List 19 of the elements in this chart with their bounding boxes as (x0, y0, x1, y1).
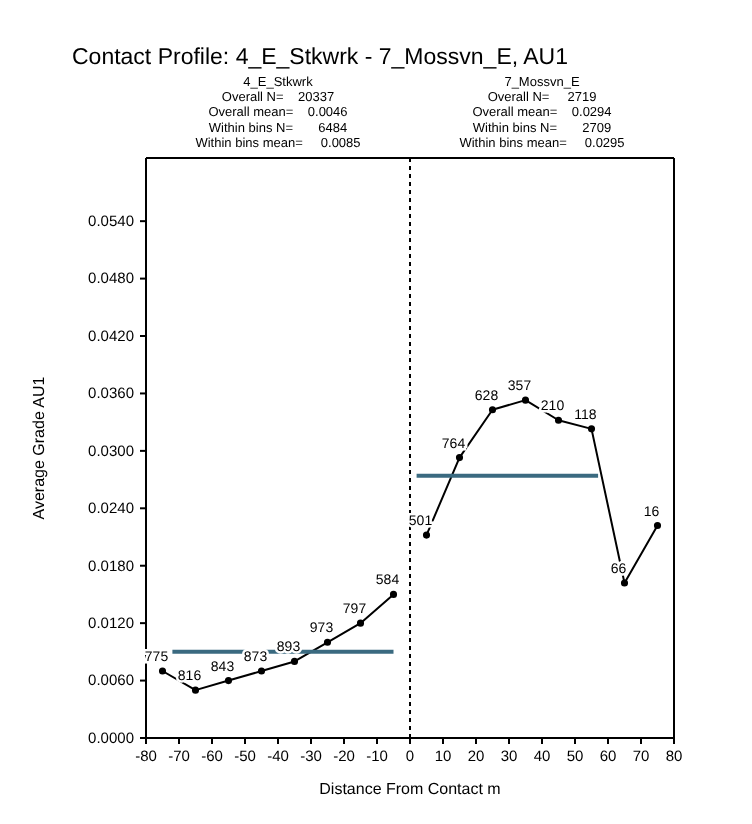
point (257, 667, 266, 675)
y-axis-title: Average Grade AU1 (30, 375, 48, 520)
chart-title: Contact Profile: 4_E_Stkwrk - 7_Mossvn_E, AU1 (72, 46, 568, 70)
point (224, 677, 233, 685)
point (554, 416, 563, 424)
point (191, 686, 200, 694)
point (653, 521, 662, 530)
point (587, 425, 596, 433)
point (158, 667, 167, 675)
point (356, 619, 365, 627)
point (290, 657, 299, 665)
x-axis-title: Distance From Contact m (319, 780, 502, 798)
point (488, 406, 497, 414)
point (620, 579, 629, 587)
point (323, 638, 332, 646)
point (389, 590, 398, 598)
point (455, 454, 464, 462)
point (422, 531, 431, 539)
point (521, 396, 530, 404)
